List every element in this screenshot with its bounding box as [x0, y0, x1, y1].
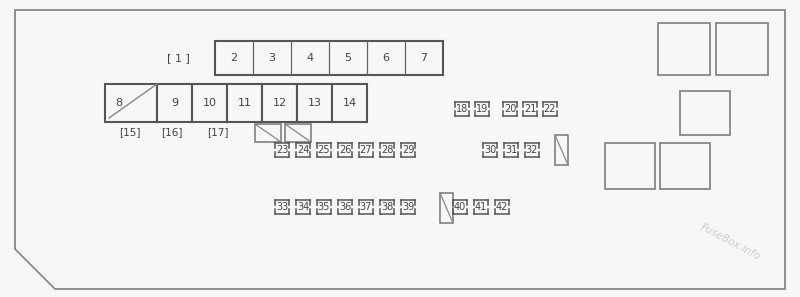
Text: 2: 2	[230, 53, 238, 63]
Text: [16]: [16]	[162, 127, 182, 137]
Text: 32: 32	[526, 145, 538, 155]
Text: 4: 4	[306, 53, 314, 63]
Bar	[105, 84, 157, 122]
Text: FuseBox.info: FuseBox.info	[698, 222, 762, 262]
Text: 11: 11	[238, 98, 251, 108]
Text: 40: 40	[454, 202, 466, 212]
Text: 24: 24	[297, 145, 309, 155]
Text: 27: 27	[360, 145, 372, 155]
Text: 30: 30	[484, 145, 496, 155]
Text: 13: 13	[307, 98, 322, 108]
Text: 19: 19	[476, 104, 488, 114]
Bar	[227, 84, 262, 122]
Text: 12: 12	[273, 98, 286, 108]
Text: 35: 35	[318, 202, 330, 212]
Text: 36: 36	[339, 202, 351, 212]
Text: 28: 28	[381, 145, 393, 155]
Text: 18: 18	[456, 104, 468, 114]
Bar	[262, 84, 297, 122]
Bar	[285, 124, 311, 142]
Bar	[555, 135, 568, 165]
Text: 14: 14	[342, 98, 357, 108]
Text: 39: 39	[402, 202, 414, 212]
Text: 37: 37	[360, 202, 372, 212]
Text: [ 1 ]: [ 1 ]	[166, 53, 190, 63]
Text: 38: 38	[381, 202, 393, 212]
Text: 33: 33	[276, 202, 288, 212]
Bar	[215, 41, 443, 75]
Polygon shape	[15, 10, 785, 289]
Bar	[605, 143, 655, 189]
Text: 3: 3	[269, 53, 275, 63]
Text: 7: 7	[421, 53, 427, 63]
Bar	[658, 23, 710, 75]
Text: 23: 23	[276, 145, 288, 155]
Text: 5: 5	[345, 53, 351, 63]
Text: 6: 6	[382, 53, 390, 63]
Text: 29: 29	[402, 145, 414, 155]
Text: 26: 26	[339, 145, 351, 155]
Text: 9: 9	[171, 98, 178, 108]
Text: 8: 8	[115, 98, 122, 108]
Text: 34: 34	[297, 202, 309, 212]
Text: 10: 10	[202, 98, 217, 108]
Text: 20: 20	[504, 104, 516, 114]
Bar	[192, 84, 227, 122]
Bar	[440, 193, 453, 223]
Bar	[716, 23, 768, 75]
Text: 22: 22	[544, 104, 556, 114]
Bar	[680, 91, 730, 135]
Text: [17]: [17]	[207, 127, 229, 137]
Bar	[660, 143, 710, 189]
Text: [15]: [15]	[119, 127, 141, 137]
Bar	[297, 84, 332, 122]
Bar	[332, 84, 367, 122]
Text: 25: 25	[318, 145, 330, 155]
Bar	[255, 124, 281, 142]
Text: 41: 41	[475, 202, 487, 212]
Bar	[157, 84, 192, 122]
Text: 42: 42	[496, 202, 508, 212]
Text: 21: 21	[524, 104, 536, 114]
Text: 31: 31	[505, 145, 517, 155]
